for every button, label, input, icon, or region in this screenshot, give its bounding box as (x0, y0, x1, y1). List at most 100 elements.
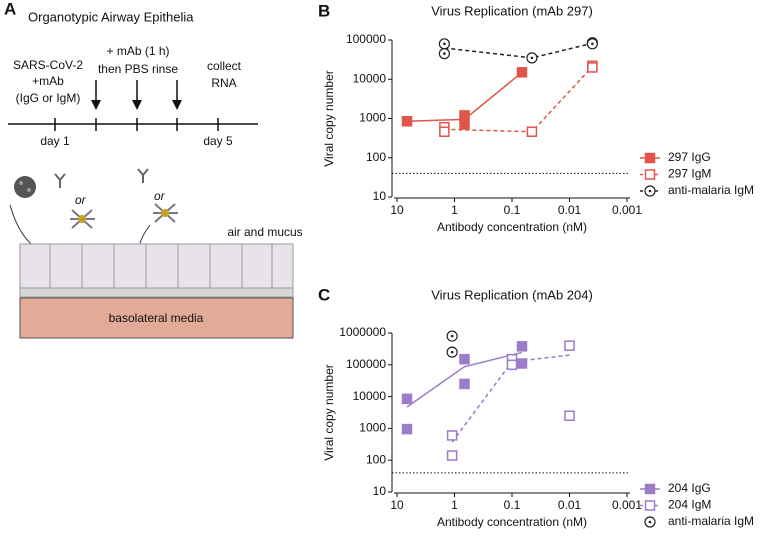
marker (644, 516, 656, 528)
marker (587, 62, 598, 73)
or-label: or (154, 189, 166, 203)
marker (564, 410, 575, 421)
label: then PBS rinse (98, 62, 178, 76)
virus-icon (14, 176, 36, 198)
legend-label: 204 IgM (668, 498, 711, 512)
marker (516, 67, 528, 78)
marker (438, 38, 450, 50)
x-tick-label: 0.1 (504, 498, 521, 512)
membrane (19, 287, 294, 298)
marker (644, 169, 656, 180)
y-tick-label: 100000 (346, 357, 386, 371)
marker (446, 430, 458, 441)
panel-letter: B (318, 1, 330, 20)
x-tick-label: 0.001 (612, 203, 642, 217)
marker (446, 330, 458, 342)
marker (506, 359, 518, 371)
x-tick-label: 0.1 (504, 203, 521, 217)
marker (446, 346, 458, 358)
y-tick-label: 10 (373, 189, 387, 203)
label: (IgG or IgM) (16, 91, 81, 105)
y-axis-label: Viral copy number (322, 364, 336, 461)
marker (459, 110, 470, 121)
legend-label: anti-malaria IgM (668, 183, 754, 197)
y-tick-label: 100000 (346, 32, 386, 46)
marker (459, 378, 470, 390)
marker (401, 393, 413, 405)
x-axis-label: Antibody concentration (nM) (437, 220, 587, 234)
or-label: or (75, 193, 87, 207)
marker (644, 500, 656, 511)
mean-line (444, 42, 593, 59)
y-tick-label: 1000 (359, 421, 386, 435)
x-tick-label: 1 (451, 203, 458, 217)
legend-label: 204 IgG (668, 481, 711, 495)
marker (644, 152, 656, 164)
marker (459, 119, 470, 130)
y-tick-label: 1000000 (339, 325, 386, 339)
y-axis-label: Viral copy number (322, 70, 336, 167)
x-tick-label: 0.01 (558, 203, 582, 217)
label: + mAb (1 h) (106, 44, 169, 58)
marker (438, 48, 450, 60)
marker (644, 185, 656, 197)
marker (439, 126, 450, 137)
marker (564, 340, 575, 351)
label: day 1 (40, 134, 70, 148)
x-tick-label: 0.001 (612, 498, 642, 512)
marker-dot (648, 189, 652, 193)
marker-dot (591, 42, 594, 46)
marker (459, 353, 470, 365)
y-tick-label: 10000 (353, 389, 387, 403)
y-tick-label: 1000 (359, 111, 386, 125)
cells (49, 244, 273, 288)
legend-label: 297 IgG (668, 150, 711, 164)
media-box (19, 297, 294, 339)
marker-dot (450, 334, 454, 338)
y-tick-label: 100 (366, 452, 386, 466)
marker-dot (648, 520, 652, 524)
marker (401, 116, 413, 127)
antibody-icons (54, 168, 149, 188)
marker (401, 423, 413, 435)
legend-label: anti-malaria IgM (668, 514, 754, 528)
x-axis-label: Antibody concentration (nM) (437, 515, 587, 529)
marker (644, 483, 656, 495)
y-tick-label: 10 (373, 484, 387, 498)
label: +mAb (32, 74, 64, 88)
marker-dot (530, 56, 534, 60)
epithelium (19, 243, 294, 289)
chart-title: Virus Replication (mAb 297) (431, 3, 593, 18)
marker (586, 38, 598, 50)
y-tick-label: 10000 (353, 71, 387, 85)
arrows (91, 100, 182, 110)
x-tick-label: 1 (451, 498, 458, 512)
marker-dot (450, 350, 454, 354)
x-tick-label: 10 (390, 203, 404, 217)
panel-letter: A (4, 0, 16, 18)
label: SARS-CoV-2 (13, 58, 83, 72)
chart-title: Virus Replication (mAb 204) (431, 287, 593, 302)
label: air and mucus (227, 225, 302, 239)
x-tick-label: 0.01 (558, 498, 582, 512)
igm-icons (70, 203, 178, 229)
panel-title: Organotypic Airway Epithelia (28, 9, 194, 24)
marker (526, 126, 538, 137)
marker (526, 52, 538, 64)
mean-line (406, 351, 523, 408)
marker-dot (443, 42, 446, 46)
panel-letter: C (318, 285, 330, 304)
y-tick-label: 100 (366, 150, 386, 164)
x-tick-label: 10 (390, 498, 404, 512)
panel-a: A Organotypic Airway Epithelia SARS-CoV-… (4, 0, 303, 339)
marker (446, 450, 458, 461)
timeline-ticks (54, 80, 219, 131)
marker-dot (443, 52, 446, 55)
label: collect (207, 59, 242, 73)
label: day 5 (203, 134, 233, 148)
marker (516, 341, 528, 352)
arrow (9, 204, 41, 251)
label: basolateral media (109, 311, 204, 325)
label: RNA (211, 76, 236, 90)
